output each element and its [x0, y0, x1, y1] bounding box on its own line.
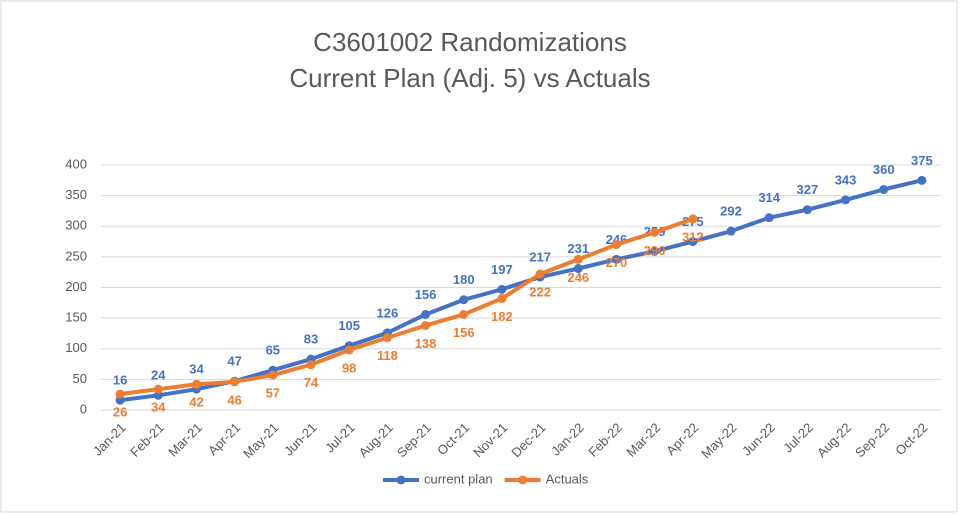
series-line — [119, 217, 694, 397]
legend-marker — [396, 475, 406, 485]
data-label: 105 — [338, 318, 360, 333]
data-point — [153, 384, 163, 394]
data-point — [191, 379, 201, 389]
data-label: 222 — [529, 284, 551, 299]
data-label: 156 — [415, 287, 437, 302]
data-point — [726, 226, 736, 236]
data-label: 197 — [491, 262, 513, 277]
data-label: 314 — [758, 190, 780, 205]
data-point — [421, 320, 431, 330]
data-point — [573, 264, 583, 274]
data-point — [306, 360, 316, 370]
data-point — [230, 377, 240, 387]
data-point — [497, 284, 507, 294]
data-point — [611, 254, 621, 264]
data-point — [841, 195, 851, 205]
data-point — [344, 345, 354, 355]
y-tick-label: 300 — [65, 218, 87, 233]
data-label: 16 — [113, 373, 127, 388]
data-label: 74 — [304, 375, 319, 390]
series-line — [119, 178, 923, 403]
data-label: 65 — [266, 343, 280, 358]
data-label: 83 — [304, 332, 318, 347]
data-label: 217 — [529, 250, 551, 265]
data-point — [688, 237, 698, 247]
data-label: 180 — [453, 272, 475, 287]
data-label: 343 — [835, 172, 857, 187]
data-label: 375 — [911, 153, 933, 168]
data-label: 24 — [151, 368, 166, 383]
data-label: 270 — [606, 255, 628, 270]
data-label: 138 — [415, 336, 437, 351]
legend-marker — [518, 475, 528, 485]
data-point — [917, 175, 927, 185]
data-label: 246 — [567, 270, 589, 285]
legend-label: current plan — [424, 471, 493, 486]
data-point — [268, 370, 278, 380]
data-point — [421, 309, 431, 319]
data-label: 34 — [189, 362, 204, 377]
data-point — [573, 254, 583, 264]
data-point — [650, 227, 660, 237]
y-tick-label: 0 — [80, 401, 87, 416]
data-point — [764, 213, 774, 223]
data-point — [382, 333, 392, 343]
data-point — [535, 269, 545, 279]
data-label: 46 — [227, 392, 241, 407]
data-label: 182 — [491, 309, 513, 324]
data-label: 47 — [227, 354, 241, 369]
data-label: 327 — [797, 182, 819, 197]
data-label: 312 — [682, 229, 704, 244]
data-label: 292 — [720, 204, 742, 219]
data-label: 360 — [873, 162, 895, 177]
data-point — [802, 205, 812, 215]
data-label: 57 — [266, 386, 280, 401]
data-label: 98 — [342, 360, 356, 375]
data-label: 156 — [453, 325, 475, 340]
data-label: 231 — [567, 241, 589, 256]
data-point — [115, 389, 125, 399]
data-point — [611, 240, 621, 250]
data-point — [688, 214, 698, 224]
chart-title: C3601002 Randomizations — [313, 27, 627, 57]
data-point — [497, 294, 507, 304]
y-tick-label: 150 — [65, 310, 87, 325]
data-point — [459, 309, 469, 319]
data-label: 126 — [377, 305, 399, 320]
data-label: 118 — [377, 348, 398, 363]
chart-subtitle: Current Plan (Adj. 5) vs Actuals — [289, 63, 650, 93]
y-tick-label: 200 — [65, 279, 87, 294]
data-label: 42 — [189, 395, 203, 410]
y-tick-label: 50 — [73, 371, 87, 386]
y-tick-label: 100 — [65, 340, 87, 355]
legend-label: Actuals — [546, 471, 589, 486]
data-label: 290 — [644, 243, 666, 258]
data-point — [650, 246, 660, 256]
data-label: 34 — [151, 400, 166, 415]
y-tick-label: 350 — [65, 187, 87, 202]
data-point — [879, 185, 889, 194]
data-point — [459, 295, 469, 305]
data-label: 26 — [113, 405, 127, 420]
y-tick-label: 250 — [65, 248, 87, 263]
y-tick-label: 400 — [65, 156, 87, 171]
